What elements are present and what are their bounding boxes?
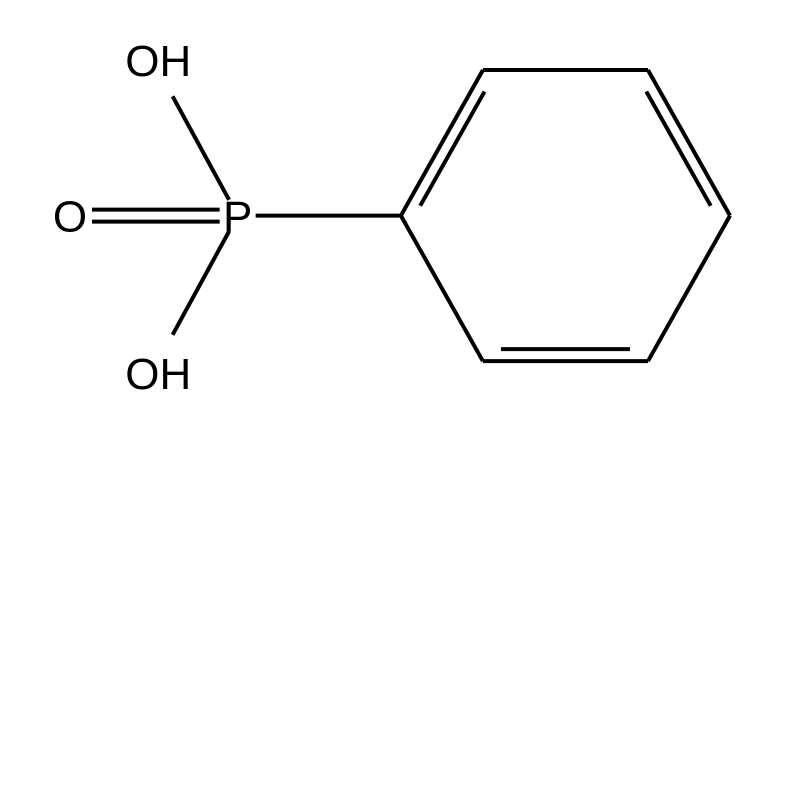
bond-C4-C5 — [648, 216, 730, 362]
atom-label-O_bottom: OH — [125, 350, 191, 399]
bond-P-O_top — [173, 96, 229, 199]
molecule-svg: P O OH OH — [0, 0, 800, 800]
atom-label-O_left: O — [53, 193, 87, 242]
bond-C3-C4 — [648, 70, 730, 216]
bond-C1-C2-inner — [420, 92, 484, 206]
bond-P-O_bottom — [173, 231, 229, 334]
bond-C6-C1 — [401, 216, 483, 362]
bond-C3-C4-inner — [646, 92, 710, 206]
bond-C1-C2 — [401, 70, 483, 216]
atom-label-P: P — [223, 193, 252, 242]
atom-label-O_top: OH — [125, 37, 191, 86]
